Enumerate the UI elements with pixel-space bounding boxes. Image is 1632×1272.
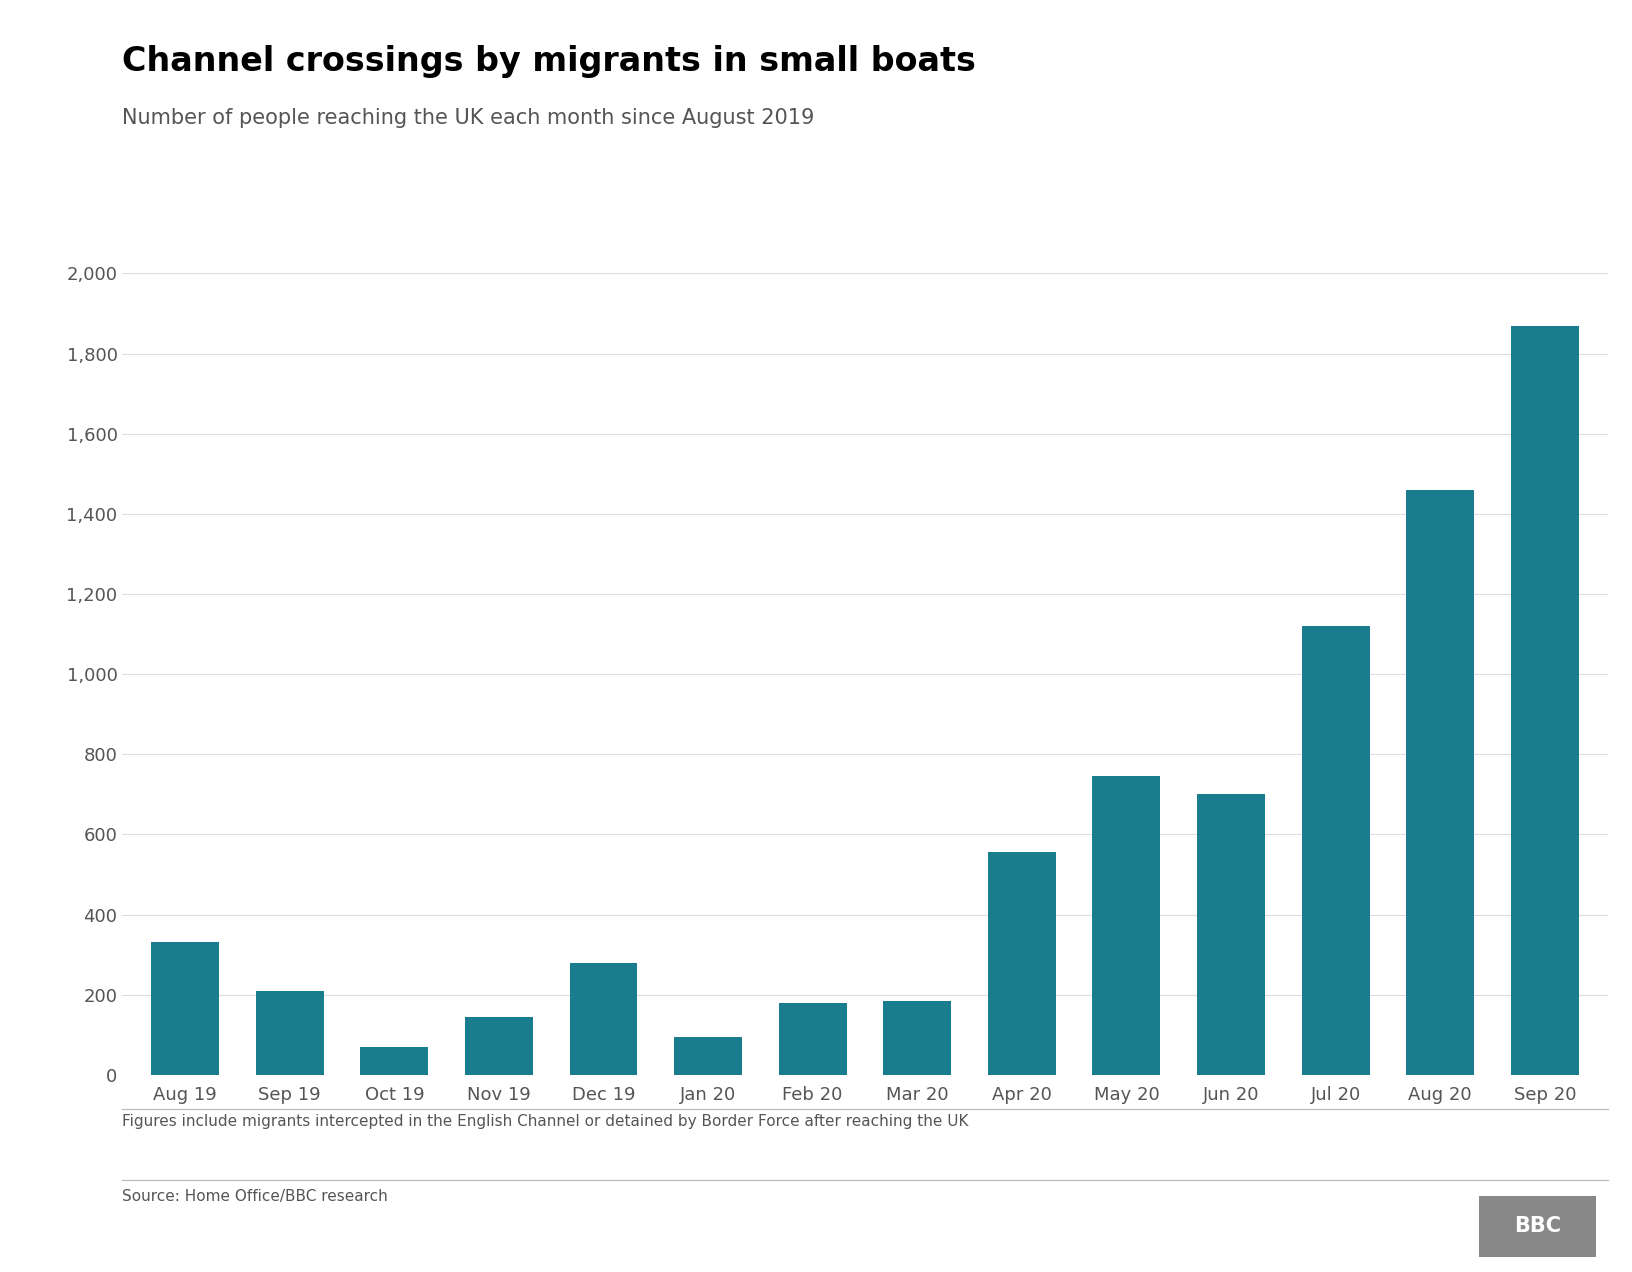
Bar bbox=[1407, 490, 1474, 1075]
Bar bbox=[465, 1016, 534, 1075]
Text: Channel crossings by migrants in small boats: Channel crossings by migrants in small b… bbox=[122, 45, 976, 78]
Bar bbox=[1196, 794, 1265, 1075]
Bar bbox=[778, 1002, 847, 1075]
Bar bbox=[256, 991, 323, 1075]
Text: Figures include migrants intercepted in the English Channel or detained by Borde: Figures include migrants intercepted in … bbox=[122, 1114, 969, 1130]
Text: Number of people reaching the UK each month since August 2019: Number of people reaching the UK each mo… bbox=[122, 108, 814, 128]
Bar bbox=[1092, 776, 1160, 1075]
Bar bbox=[883, 1001, 951, 1075]
Bar bbox=[570, 963, 638, 1075]
Bar bbox=[674, 1037, 743, 1075]
Bar bbox=[987, 852, 1056, 1075]
Bar bbox=[1511, 326, 1578, 1075]
Bar bbox=[361, 1047, 428, 1075]
Text: Source: Home Office/BBC research: Source: Home Office/BBC research bbox=[122, 1189, 388, 1205]
Bar bbox=[1302, 626, 1369, 1075]
Bar bbox=[152, 941, 219, 1075]
Text: BBC: BBC bbox=[1514, 1216, 1560, 1236]
